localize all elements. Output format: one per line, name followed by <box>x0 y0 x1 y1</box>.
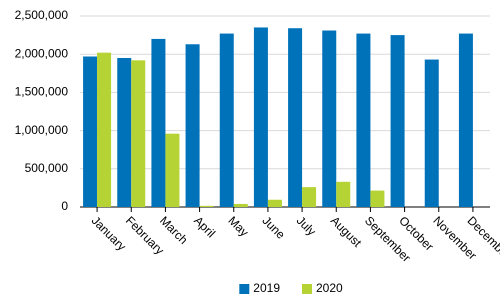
legend-swatch <box>239 284 250 294</box>
bar <box>97 52 112 208</box>
bar <box>253 27 268 208</box>
bar <box>219 33 234 208</box>
legend-label: 2019 <box>253 281 280 295</box>
bar <box>185 44 200 207</box>
x-tick-label: May <box>225 213 251 239</box>
bar <box>322 30 337 207</box>
bar <box>233 203 248 207</box>
x-tick-label: June <box>260 213 289 242</box>
bar <box>288 28 303 207</box>
bar <box>458 33 473 208</box>
bar <box>83 56 98 207</box>
y-tick-label: 2,500,000 <box>15 8 69 22</box>
legend-swatch <box>302 284 312 294</box>
x-tick-label: April <box>191 213 218 240</box>
y-tick-label: 2,000,000 <box>15 46 69 60</box>
y-tick-label: 1,000,000 <box>15 123 69 137</box>
x-tick-label: July <box>294 213 319 238</box>
x-tick-label: January <box>89 213 129 253</box>
y-tick-label: 500,000 <box>25 161 69 175</box>
bar <box>131 60 146 208</box>
bar <box>370 190 385 207</box>
bar <box>356 33 371 208</box>
bar <box>424 59 439 207</box>
bar <box>199 205 214 207</box>
bar <box>165 133 180 207</box>
legend: 2019 2020 <box>239 281 343 295</box>
bar <box>267 199 282 207</box>
y-tick-label: 1,500,000 <box>15 85 69 99</box>
bar <box>390 35 405 207</box>
bar <box>151 38 166 207</box>
y-tick-label: 0 <box>61 199 68 213</box>
legend-label: 2020 <box>316 281 343 295</box>
bar <box>117 58 132 207</box>
bar <box>336 181 351 207</box>
x-tick-label: August <box>328 213 365 250</box>
bar <box>302 187 317 207</box>
